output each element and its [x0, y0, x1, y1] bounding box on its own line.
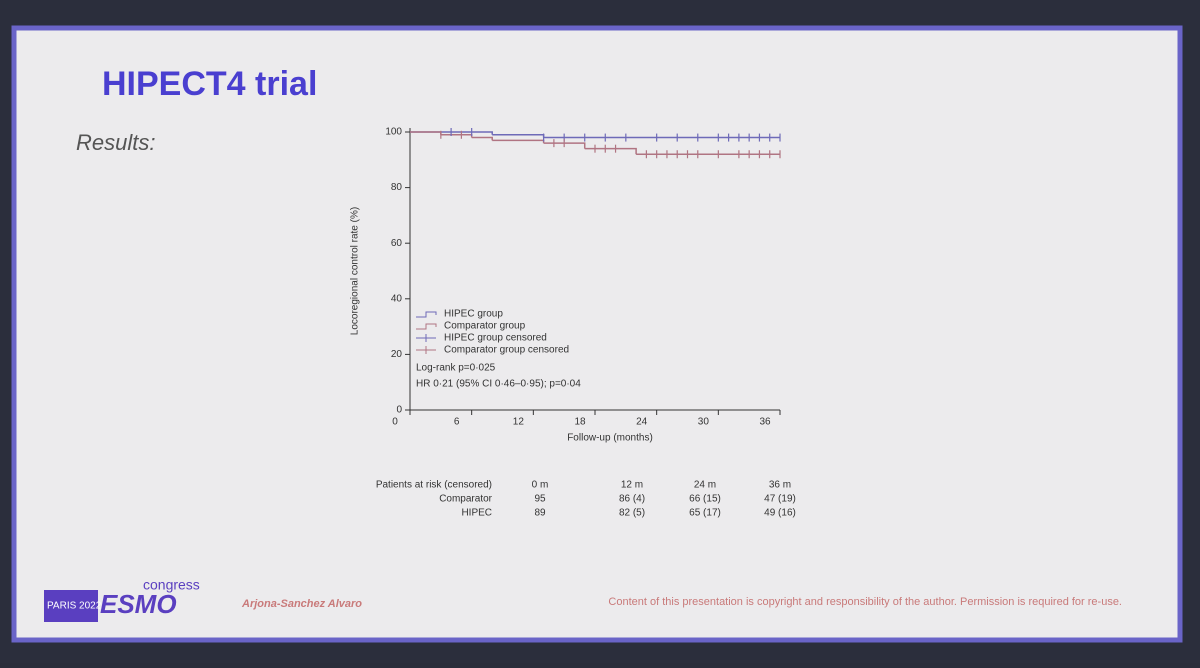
x-tick-label: 6: [454, 417, 460, 428]
slide-title: HIPECT4 trial: [102, 65, 317, 103]
logo-word: congress: [143, 577, 200, 593]
risk-cell: 49 (16): [764, 508, 796, 519]
author: Arjona-Sanchez Alvaro: [241, 598, 362, 610]
x-tick-label: 36: [759, 417, 771, 428]
legend-label: Comparator group censored: [444, 345, 569, 356]
x-tick-label: 0: [392, 417, 398, 428]
logo-brand: ESMO: [100, 589, 177, 619]
risk-cell: 89: [534, 508, 546, 519]
legend-swatch: [416, 323, 437, 330]
y-tick-label: 60: [391, 238, 403, 249]
risk-cell: 66 (15): [689, 494, 721, 505]
legend-swatch: [416, 311, 437, 318]
x-tick-label: 30: [698, 417, 710, 428]
risk-cell: 86 (4): [619, 494, 645, 505]
y-axis-label: Locoregional control rate (%): [350, 207, 361, 335]
logo-box: [44, 590, 98, 622]
risk-header: Patients at risk (censored): [376, 480, 492, 491]
risk-cell: 65 (17): [689, 508, 721, 519]
risk-header: 24 m: [694, 480, 716, 491]
y-tick-label: 0: [396, 405, 402, 416]
x-tick-label: 12: [513, 417, 525, 428]
risk-header: 36 m: [769, 480, 791, 491]
y-tick-label: 100: [385, 127, 402, 138]
km-step: [471, 136, 493, 141]
slide-subtitle: Results:: [76, 130, 155, 155]
risk-header: 12 m: [621, 480, 643, 491]
y-tick-label: 20: [391, 349, 403, 360]
risk-cell: 95: [534, 494, 546, 505]
risk-cell: 47 (19): [764, 494, 796, 505]
km-step: [584, 147, 637, 155]
risk-cell: HIPEC: [461, 508, 492, 519]
legend-label: HIPEC group: [444, 309, 503, 320]
y-tick-label: 80: [391, 182, 403, 193]
slide: [11, 25, 1183, 643]
legend-label: Comparator group: [444, 321, 526, 332]
copyright: Content of this presentation is copyrigh…: [608, 596, 1122, 608]
risk-cell: 82 (5): [619, 508, 645, 519]
chart: 0 20 40 60 80 100 0 6 12 18 24 30 36 Follow-up (month…: [350, 127, 796, 519]
legend-label: HIPEC group censored: [444, 333, 547, 344]
annotation: HR 0·21 (95% CI 0·46–0·95); p=0·04: [416, 379, 581, 390]
y-tick-label: 40: [391, 293, 403, 304]
risk-cell: Comparator: [439, 494, 492, 505]
risk-header: 0 m: [532, 480, 549, 491]
x-tick-label: 24: [636, 417, 648, 428]
annotation: Log-rank p=0·025: [416, 363, 496, 374]
logo-city: PARIS 2022: [47, 601, 102, 612]
km-step: [543, 142, 586, 149]
x-axis-label: Follow-up (months): [567, 433, 653, 444]
x-tick-label: 18: [574, 417, 586, 428]
